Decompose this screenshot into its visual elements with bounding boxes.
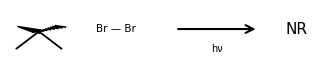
Polygon shape — [17, 26, 45, 32]
Text: hν: hν — [211, 44, 223, 54]
Text: Br — Br: Br — Br — [96, 24, 135, 34]
Text: NR: NR — [286, 22, 308, 37]
